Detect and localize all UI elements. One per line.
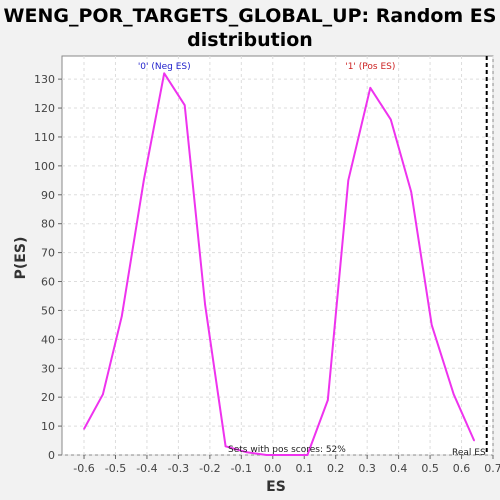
x-tick-label: 0.0 [264,462,282,475]
y-axis-ticks: 0 10 20 30 40 50 60 70 80 90 100 110 120 130 [34,73,62,462]
chart-title-line-1: WENG_POR_TARGETS_GLOBAL_UP: Random ES [4,5,497,27]
data-point [286,454,288,456]
data-point [245,451,247,453]
data-point [452,393,455,396]
x-tick-label: 0.6 [453,462,471,475]
y-axis-label: P(ES) [13,237,29,280]
y-tick-label: 40 [41,333,55,346]
data-point [306,454,309,456]
data-point [430,324,433,326]
x-tick-label: -0.5 [105,462,126,475]
x-tick-label: -0.2 [199,462,220,475]
grid-lines [62,56,494,456]
y-tick-label: 60 [41,276,55,289]
y-tick-label: 90 [41,189,55,202]
y-tick-label: 0 [48,449,55,462]
data-point [204,303,206,306]
data-point [224,445,227,448]
data-point [102,393,104,396]
y-tick-label: 130 [34,73,55,86]
x-tick-label: -0.4 [136,462,157,475]
x-tick-label: 0.3 [358,462,376,475]
y-tick-label: 110 [34,131,55,144]
x-tick-label: -0.1 [231,462,252,475]
data-point [265,454,268,456]
x-tick-label: -0.6 [73,462,94,475]
chart-title-line-2: distribution [187,29,313,51]
y-tick-label: 70 [41,247,55,260]
data-point [410,191,413,193]
x-tick-label: 0.2 [327,462,345,475]
x-tick-label: 0.1 [295,462,313,475]
data-point [120,315,123,318]
x-tick-label: 0.5 [421,462,439,475]
data-point [142,179,145,182]
data-point [389,118,392,121]
x-tick-label: 0.4 [390,462,408,475]
x-axis-label: ES [266,479,286,495]
y-tick-label: 30 [41,362,55,375]
y-tick-label: 80 [41,218,55,231]
y-tick-label: 50 [41,304,55,317]
x-tick-label: -0.3 [168,462,189,475]
data-point [327,399,329,401]
annotation-group: '0' (Neg ES) '1' (Pos ES) Sets with pos sc… [138,62,486,458]
y-tick-label: 100 [34,160,55,173]
data-point [183,104,186,106]
data-point [83,428,85,430]
data-point [369,87,372,89]
y-tick-label: 10 [41,420,55,433]
data-point [347,179,350,182]
annotation-label: Real ES [452,448,486,458]
y-tick-label: 120 [34,102,55,115]
series-group [83,56,488,456]
x-tick-label: 0.7 [484,462,500,475]
annotation-label: Sets with pos scores: 52% [228,445,346,455]
y-tick-label: 20 [41,391,55,404]
plot-area [61,55,494,456]
data-point [163,72,166,75]
series-line [83,72,476,456]
x-axis-ticks: -0.6 -0.5 -0.4 -0.3 -0.2 -0.1 0.0 0.1 0.2 0.3 0.4 0… [73,455,500,475]
annotation-label: '0' (Neg ES) [138,62,191,72]
annotation-label: '1' (Pos ES) [345,62,395,72]
data-point [473,439,475,442]
